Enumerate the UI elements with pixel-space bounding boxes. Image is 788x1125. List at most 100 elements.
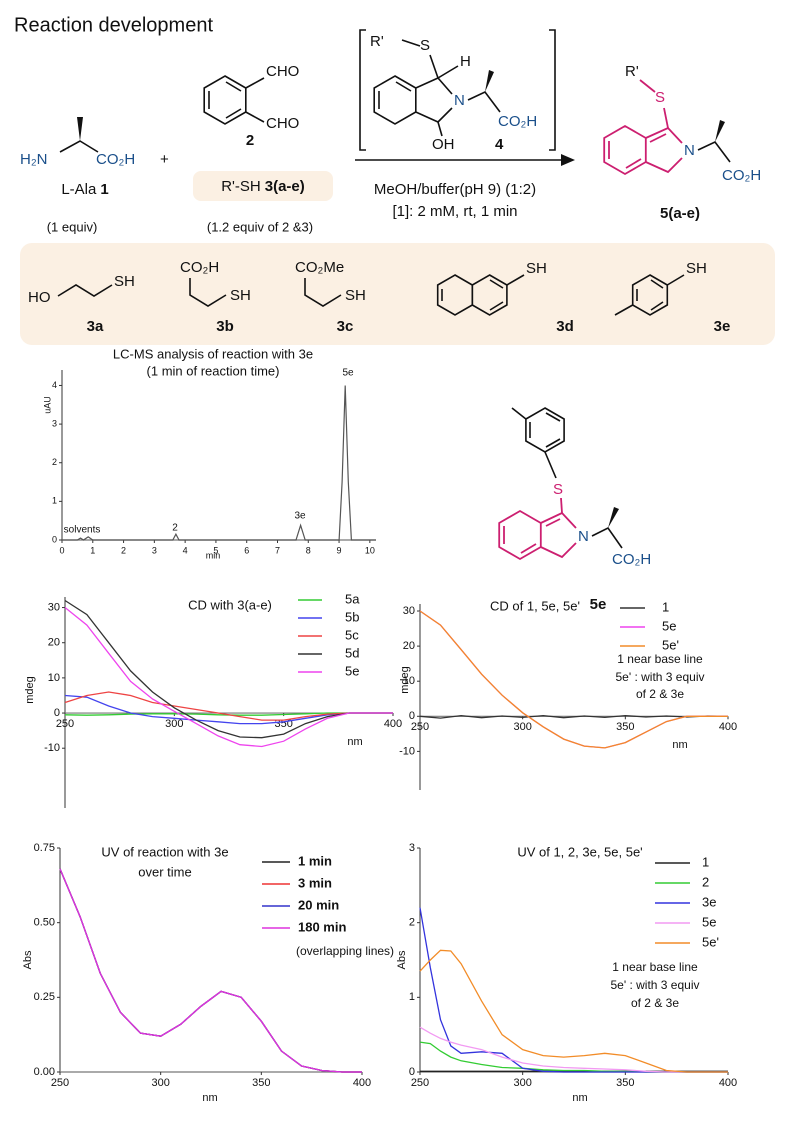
condition: MeOH/buffer(pH 9) (1:2) [374,181,536,198]
series-line [419,610,728,749]
peak-label: solvents [64,525,101,536]
y-tick-label: 10 [48,672,60,684]
plus: + [160,151,169,168]
y-axis-label: mdeg [399,666,411,694]
bond [401,39,421,47]
x-axis-label: nm [347,736,362,748]
series-line [64,599,393,739]
ring [373,75,417,125]
number: 3d [556,318,574,335]
group: CHO [266,63,299,80]
bracket [549,29,556,151]
y-tick-label: -10 [399,745,415,757]
legend-label: 5e' [662,637,679,652]
x-tick-label: 400 [384,718,402,730]
ring [498,509,542,561]
hydroxyl: OH [432,136,455,153]
legend-label: 5a [345,591,360,606]
x-tick-label: 400 [719,721,737,733]
peak-label: 5e [342,368,354,379]
x-tick-label: 1 [90,545,95,555]
bond [437,121,443,137]
y-tick-label: 0.25 [34,991,55,1003]
bond [467,90,501,113]
chart-title: CD of 1, 5e, 5e' [490,598,580,613]
group: SH [230,287,251,304]
x-tick-label: 9 [337,545,342,555]
note: 1 near base line [612,960,698,974]
bond [697,140,731,163]
x-tick-label: 250 [411,1077,429,1089]
ring [603,124,647,176]
acid: CO₂H [612,551,651,568]
wedge [715,120,725,142]
note: 5e' : with 3 equiv [610,978,699,992]
note: (overlapping lines) [296,944,394,958]
series-line [64,691,393,721]
x-tick-label: 300 [513,721,531,733]
group: SH [526,260,547,277]
nitrogen: N [454,92,465,109]
y-tick-label: 0 [54,707,60,719]
wedge [608,507,619,528]
bond [245,77,265,89]
y-tick-label: 30 [403,605,415,617]
legend-label: 5b [345,609,359,624]
x-tick-label: 250 [51,1077,69,1089]
y-tick-label: 0 [409,1066,415,1078]
bond [59,140,99,153]
chart-title: LC-MS analysis of reaction with 3e [113,346,313,361]
note: 1 near base line [617,652,703,666]
x-tick-label: 2 [121,545,126,555]
x-tick-label: 8 [306,545,311,555]
y-axis-label: mdeg [24,676,36,704]
bond [545,438,561,448]
bond [415,77,453,95]
hydrogen: H [460,53,471,70]
bond [650,279,664,289]
equiv: (1.2 equiv of 2 &3) [207,219,313,234]
y-tick-label: 3 [409,842,415,854]
y-tick-label: 30 [48,601,60,613]
x-tick-label: 400 [353,1077,371,1089]
thiol: R'-SH 3(a-e) [221,178,305,195]
number: 1 [100,181,108,198]
bond [489,301,504,311]
legend-label: 5d [345,645,359,660]
ring [525,407,565,453]
y-axis-label: Abs [22,950,34,969]
y-axis-label: Abs [396,950,408,969]
series-line [64,606,393,748]
condition: [1]: 2 mM, rt, 1 min [392,203,517,220]
bond [625,158,642,169]
bond [645,157,683,174]
chart-subtitle: (1 min of reaction time) [147,363,280,378]
acid: CO₂H [498,113,537,130]
bond [645,126,683,144]
bond [666,274,685,286]
bond [225,81,242,92]
x-tick-label: 3 [152,545,157,555]
bond [304,278,342,307]
thiol-panel [20,243,775,345]
wedge [77,117,83,141]
x-axis-label: nm [202,1092,217,1104]
series-line [419,949,728,1073]
chart-title: UV of reaction with 3e [101,844,228,859]
amine: H₂N [20,151,48,168]
x-tick-label: 250 [56,718,74,730]
bond [650,301,664,311]
bond [437,65,459,79]
bond [225,108,242,119]
x-tick-label: 350 [616,721,634,733]
ring [203,75,247,125]
name: L-Ala [61,181,97,198]
x-axis-label: nm [672,739,687,751]
legend-label: 1 [702,854,709,869]
legend-label: 1 [662,599,669,614]
bond [520,543,537,554]
series-line [419,1026,728,1073]
number: 3e [714,318,731,335]
x-tick-label: 7 [275,545,280,555]
